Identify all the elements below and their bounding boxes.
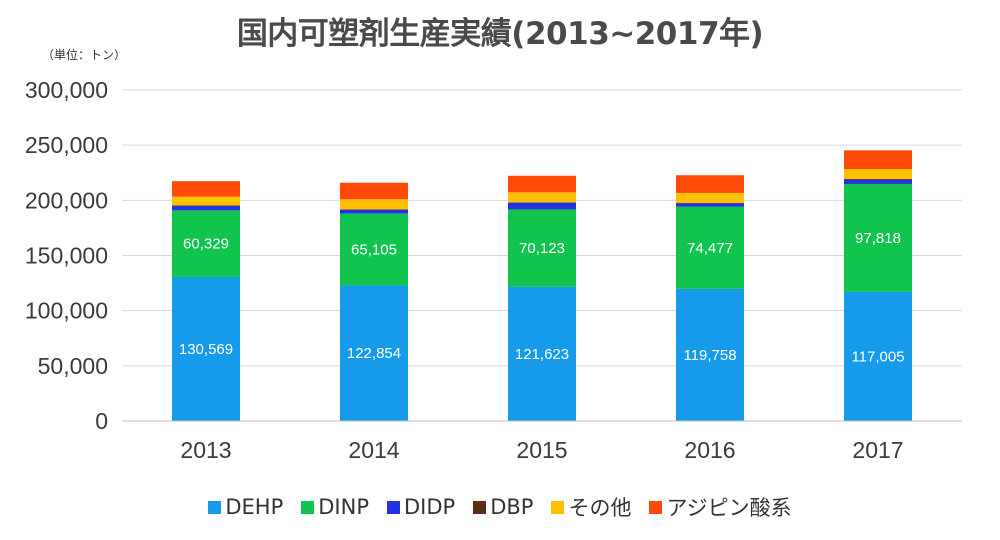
legend-swatch <box>649 500 663 514</box>
bar-segment <box>172 196 240 206</box>
bar-segment <box>172 210 240 277</box>
bar-segment <box>676 203 744 207</box>
y-tick-label: 0 <box>95 408 108 434</box>
legend-swatch <box>387 500 401 514</box>
bar-segment <box>172 205 240 206</box>
bar-segment <box>676 175 744 193</box>
bar-segment <box>340 213 408 286</box>
y-tick-label: 200,000 <box>25 187 108 213</box>
bar-segment <box>676 288 744 421</box>
legend-swatch <box>551 500 565 514</box>
bar-segment <box>844 169 912 180</box>
x-tick-label: 2013 <box>180 437 231 463</box>
legend-item: アジピン酸系 <box>649 492 792 522</box>
legend-label: DBP <box>490 495 534 519</box>
legend-label: DINP <box>318 495 370 519</box>
legend: DEHP DINP DIDP DBP その他 アジピン酸系 <box>0 492 1000 522</box>
legend-swatch <box>301 500 315 514</box>
bar-segment <box>676 192 744 203</box>
data-label: 74,477 <box>687 240 733 257</box>
data-label: 65,105 <box>351 242 397 259</box>
bar-segment <box>172 276 240 421</box>
data-label: 60,329 <box>183 236 229 253</box>
y-tick-label: 300,000 <box>25 77 108 103</box>
bar-segment <box>172 205 240 211</box>
data-label: 121,623 <box>515 346 569 363</box>
y-tick-label: 150,000 <box>25 243 108 269</box>
legend-swatch <box>473 500 487 514</box>
data-label: 122,854 <box>347 345 401 362</box>
data-label: 117,005 <box>851 348 904 365</box>
bar-segment <box>340 285 408 421</box>
legend-label: DEHP <box>225 495 284 519</box>
legend-item: その他 <box>551 492 631 522</box>
bar-segment <box>508 175 576 193</box>
legend-item: DBP <box>473 495 533 519</box>
y-tick-label: 50,000 <box>38 353 108 379</box>
legend-item: DIDP <box>387 495 455 519</box>
bar-segment <box>508 202 576 203</box>
x-tick-label: 2016 <box>684 437 735 463</box>
bar-segment <box>844 179 912 184</box>
bar-segment <box>508 202 576 210</box>
bar-segment <box>676 206 744 289</box>
bar-segment <box>340 209 408 214</box>
legend-item: DEHP <box>208 495 283 519</box>
bar-segment <box>844 150 912 170</box>
y-tick-label: 250,000 <box>25 132 108 158</box>
legend-swatch <box>208 500 222 514</box>
legend-label: DIDP <box>404 495 456 519</box>
x-tick-label: 2014 <box>348 437 399 463</box>
bar-segment <box>340 182 408 200</box>
bar-segment <box>844 291 912 421</box>
bar-segment <box>508 209 576 287</box>
legend-label: その他 <box>568 496 632 520</box>
bar-segment <box>340 209 408 210</box>
bar-segment <box>508 192 576 203</box>
legend-label: アジピン酸系 <box>666 496 792 520</box>
legend-item: DINP <box>301 495 369 519</box>
bar-segment <box>172 181 240 197</box>
bar-segment <box>676 202 744 204</box>
bar-segment <box>508 286 576 421</box>
data-label: 97,818 <box>855 230 901 247</box>
data-label: 130,569 <box>179 341 233 358</box>
data-label: 119,758 <box>683 347 736 364</box>
data-label: 70,123 <box>519 240 565 257</box>
bar-segment <box>340 199 408 210</box>
x-tick-label: 2017 <box>852 437 903 463</box>
y-tick-label: 100,000 <box>25 298 108 324</box>
unit-label: （単位：トン） <box>42 48 127 62</box>
bar-segment <box>844 183 912 292</box>
chart-title: 国内可塑剤生産実績(2013~2017年) <box>236 16 764 52</box>
x-tick-label: 2015 <box>516 437 567 463</box>
bar-segment <box>844 179 912 180</box>
